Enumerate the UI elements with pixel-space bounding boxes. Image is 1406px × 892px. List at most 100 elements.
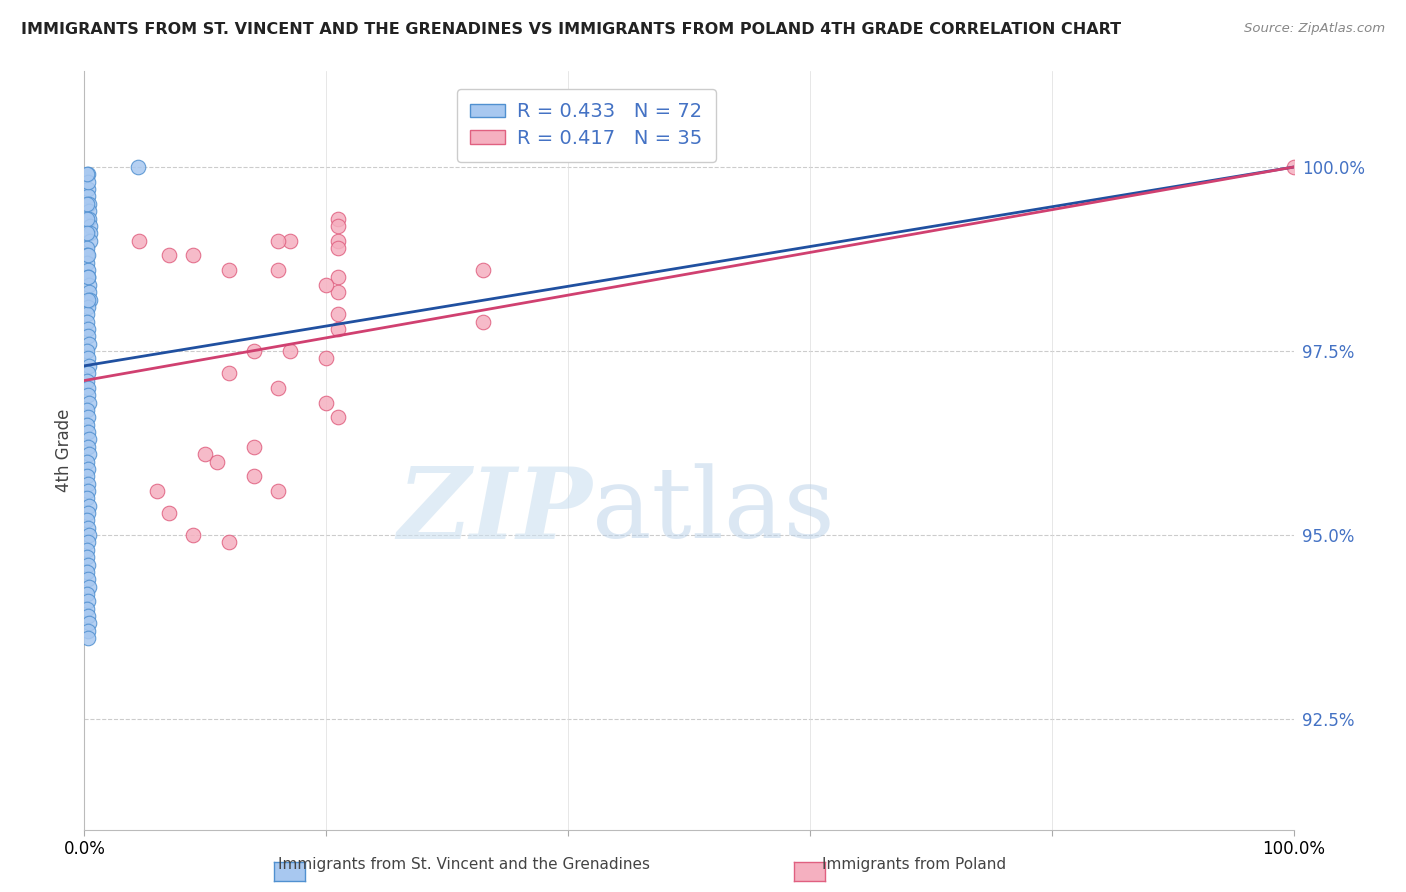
Point	[76, 197, 98, 211]
Point	[1282, 160, 1305, 174]
Text: IMMIGRANTS FROM ST. VINCENT AND THE GRENADINES VS IMMIGRANTS FROM POLAND 4TH GRA: IMMIGRANTS FROM ST. VINCENT AND THE GREN…	[21, 22, 1121, 37]
Point	[328, 211, 350, 226]
Point	[328, 322, 350, 336]
Point	[76, 307, 98, 321]
Point	[77, 624, 100, 638]
Point	[77, 535, 100, 549]
Point	[76, 491, 98, 506]
Point	[77, 300, 100, 314]
Point	[328, 234, 350, 248]
Point	[315, 351, 337, 366]
Point	[77, 182, 100, 196]
Point	[128, 234, 150, 248]
Point	[267, 483, 290, 498]
Point	[218, 263, 240, 277]
Point	[76, 315, 98, 329]
Point	[157, 248, 180, 262]
Point	[76, 601, 98, 615]
Point	[77, 462, 100, 476]
Text: Immigrants from St. Vincent and the Grenadines: Immigrants from St. Vincent and the Gren…	[278, 857, 650, 872]
Point	[194, 447, 217, 461]
Point	[77, 580, 100, 594]
Point	[242, 469, 264, 483]
Point	[77, 631, 100, 645]
Point	[76, 542, 98, 557]
Point	[77, 447, 100, 461]
Point	[79, 227, 101, 241]
Point	[77, 558, 100, 572]
Point	[315, 277, 337, 292]
Point	[267, 263, 290, 277]
Point	[77, 248, 100, 262]
Point	[76, 565, 98, 579]
Point	[76, 587, 98, 601]
Text: Source: ZipAtlas.com: Source: ZipAtlas.com	[1244, 22, 1385, 36]
Text: ZIP: ZIP	[398, 463, 592, 559]
Point	[77, 388, 100, 402]
Point	[77, 329, 100, 343]
Point	[77, 351, 100, 366]
Point	[76, 168, 98, 182]
Point	[77, 483, 100, 498]
Point	[76, 417, 98, 432]
Point	[77, 594, 100, 608]
Point	[267, 381, 290, 395]
Point	[77, 263, 100, 277]
Point	[218, 366, 240, 380]
Point	[77, 499, 100, 513]
Point	[76, 374, 98, 388]
Point	[77, 277, 100, 292]
Point	[77, 381, 100, 395]
Point	[76, 344, 98, 359]
Point	[77, 433, 100, 447]
Point	[472, 263, 495, 277]
Point	[328, 219, 350, 233]
Point	[77, 175, 100, 189]
Point	[77, 366, 100, 380]
Point	[77, 322, 100, 336]
Point	[328, 410, 350, 425]
Point	[328, 285, 350, 300]
Legend: R = 0.433   N = 72, R = 0.417   N = 35: R = 0.433 N = 72, R = 0.417 N = 35	[457, 88, 716, 161]
Point	[472, 315, 495, 329]
Point	[76, 248, 98, 262]
Point	[77, 572, 100, 586]
Point	[181, 248, 204, 262]
Point	[76, 454, 98, 468]
Text: atlas: atlas	[592, 463, 835, 559]
Point	[77, 197, 100, 211]
Point	[328, 307, 350, 321]
Point	[77, 293, 100, 307]
Point	[242, 344, 264, 359]
Point	[77, 521, 100, 535]
Text: Immigrants from Poland: Immigrants from Poland	[823, 857, 1005, 872]
Point	[77, 410, 100, 425]
Point	[278, 234, 301, 248]
Point	[207, 454, 229, 468]
Point	[76, 227, 98, 241]
Point	[77, 168, 100, 182]
Point	[76, 403, 98, 417]
Point	[278, 344, 301, 359]
Point	[77, 211, 100, 226]
Point	[127, 160, 149, 174]
Point	[77, 189, 100, 203]
Point	[77, 395, 100, 409]
Point	[77, 609, 100, 624]
Point	[77, 616, 100, 631]
Point	[77, 528, 100, 542]
Point	[79, 293, 101, 307]
Point	[328, 270, 350, 285]
Point	[181, 528, 204, 542]
Point	[77, 440, 100, 454]
Point	[77, 285, 100, 300]
Point	[76, 241, 98, 255]
Point	[79, 234, 101, 248]
Point	[76, 550, 98, 565]
Y-axis label: 4th Grade: 4th Grade	[55, 409, 73, 492]
Point	[328, 241, 350, 255]
Point	[77, 270, 100, 285]
Point	[146, 483, 169, 498]
Point	[315, 395, 337, 409]
Point	[76, 211, 98, 226]
